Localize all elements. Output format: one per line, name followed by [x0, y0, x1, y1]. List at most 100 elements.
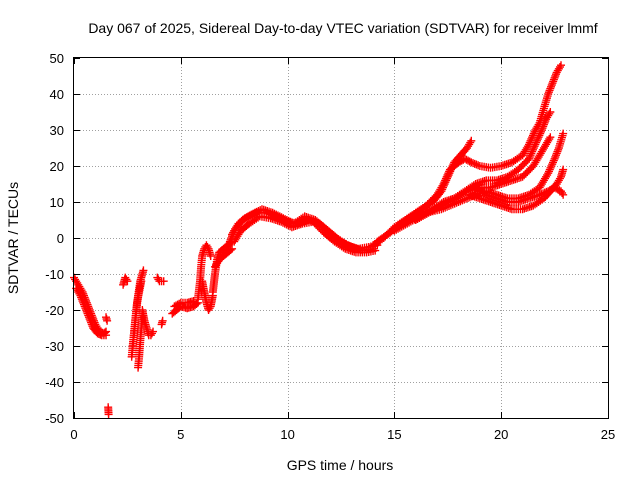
data-point — [528, 145, 537, 154]
data-point — [527, 149, 536, 158]
data-point — [77, 295, 86, 304]
data-point — [158, 316, 167, 325]
y-tick-label: -40 — [45, 375, 64, 390]
data-point — [439, 181, 448, 190]
data-point — [524, 154, 533, 163]
data-point — [284, 221, 293, 230]
data-point — [551, 153, 560, 161]
data-point — [548, 79, 557, 88]
data-point — [474, 161, 483, 170]
data-point — [539, 122, 548, 131]
y-tick-label: -10 — [45, 267, 64, 282]
data-point — [469, 159, 478, 168]
data-point — [226, 246, 235, 254]
data-point — [440, 180, 449, 188]
data-point — [282, 220, 291, 229]
data-point — [203, 243, 212, 251]
data-point — [452, 198, 461, 207]
data-point — [175, 299, 184, 308]
data-point — [446, 201, 455, 210]
data-point — [525, 153, 534, 161]
data-point — [528, 147, 537, 156]
data-point — [552, 151, 561, 160]
data-point — [447, 165, 456, 174]
data-point — [470, 159, 479, 168]
data-point — [252, 207, 261, 216]
data-point — [547, 82, 556, 91]
data-point — [545, 109, 554, 118]
data-point — [75, 289, 84, 298]
data-point — [139, 266, 148, 275]
y-tick-label: 0 — [57, 231, 64, 246]
data-point — [536, 129, 545, 138]
data-point — [442, 174, 451, 183]
data-point — [228, 244, 237, 253]
data-point — [81, 304, 90, 313]
data-point — [555, 63, 564, 71]
data-point — [546, 108, 555, 116]
data-point — [553, 147, 562, 156]
y-tick-label: 30 — [50, 123, 64, 138]
data-point — [102, 331, 111, 340]
data-point — [450, 199, 459, 208]
data-point — [480, 189, 489, 198]
data-point — [137, 277, 146, 286]
data-point — [534, 133, 543, 142]
data-point — [80, 302, 89, 311]
data-point — [546, 133, 555, 142]
data-point — [448, 200, 457, 209]
data-point — [206, 252, 215, 260]
data-point — [123, 277, 132, 286]
data-point — [86, 316, 95, 325]
data-point — [544, 169, 553, 178]
data-point — [544, 88, 553, 97]
data-point — [547, 81, 556, 89]
data-point — [467, 158, 476, 167]
data-point — [539, 120, 548, 129]
data-point — [541, 117, 550, 125]
data-point — [82, 306, 91, 314]
data-point — [559, 165, 568, 174]
data-point — [443, 172, 452, 181]
x-axis-label: GPS time / hours — [287, 457, 394, 473]
plot-frame — [73, 57, 609, 419]
data-point — [84, 311, 93, 320]
data-point — [537, 190, 546, 199]
data-point — [189, 297, 198, 305]
data-point — [472, 160, 481, 169]
x-tick-label: 10 — [280, 427, 294, 442]
data-point — [250, 208, 259, 217]
data-point — [548, 160, 557, 169]
data-point — [545, 165, 554, 174]
data-point — [532, 138, 541, 147]
data-point — [540, 188, 549, 197]
data-point — [79, 300, 88, 309]
data-point — [147, 329, 156, 338]
data-point — [278, 218, 287, 227]
x-tick-label: 0 — [70, 427, 77, 442]
data-point — [552, 70, 561, 79]
data-point — [205, 304, 214, 313]
data-point — [83, 309, 92, 318]
data-point — [87, 320, 96, 329]
data-point — [84, 313, 93, 322]
data-point — [444, 171, 453, 179]
data-point — [87, 318, 96, 327]
data-point — [529, 144, 538, 152]
data-point — [456, 197, 465, 206]
data-point — [277, 217, 286, 226]
data-point — [458, 196, 467, 205]
data-point — [537, 126, 546, 134]
data-point — [79, 298, 88, 307]
x-tick-label: 20 — [494, 427, 508, 442]
tick-layer: 0 5 10 15 20 25 -50 -40 -30 -20 -10 0 10 20 30 40 50 — [45, 51, 615, 442]
y-tick-label: 10 — [50, 195, 64, 210]
data-point — [149, 327, 158, 336]
data-point — [535, 190, 544, 199]
y-tick-label: 20 — [50, 159, 64, 174]
data-point — [85, 315, 94, 323]
y-tick-label: -20 — [45, 303, 64, 318]
data-point — [531, 140, 540, 149]
data-point — [103, 316, 112, 325]
